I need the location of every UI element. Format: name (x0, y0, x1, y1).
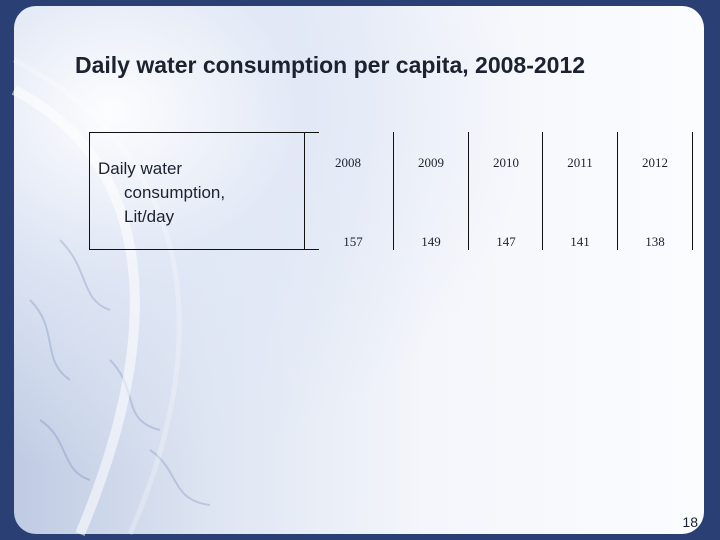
column-divider (304, 132, 305, 250)
slide-title: Daily water consumption per capita, 2008… (75, 52, 586, 78)
column-divider (393, 132, 394, 250)
year-cell: 2010 (493, 155, 519, 170)
table-border-bottom (89, 249, 319, 250)
table-border-left (89, 132, 90, 250)
value-cell: 147 (496, 234, 516, 249)
column-divider (468, 132, 469, 250)
page-number: 18 (682, 514, 698, 530)
value-cell: 149 (421, 234, 441, 249)
row-label-line: consumption, (124, 183, 226, 202)
year-cell: 2009 (418, 155, 444, 170)
column-divider (542, 132, 543, 250)
value-cell: 157 (343, 234, 363, 249)
row-label-line: Daily water (98, 159, 183, 178)
row-label: Daily water consumption, Lit/day (98, 157, 308, 229)
year-cell: 2012 (642, 155, 668, 170)
year-cell: 2011 (567, 155, 593, 170)
value-cell: 138 (645, 234, 665, 249)
year-cell: 2008 (335, 155, 361, 170)
value-cell: 141 (570, 234, 590, 249)
consumption-table: Daily water consumption, Lit/day 2008 20… (89, 132, 693, 250)
column-divider (692, 132, 693, 250)
table-border-top (89, 132, 319, 133)
row-label-line: Lit/day (124, 207, 175, 226)
column-divider (617, 132, 618, 250)
